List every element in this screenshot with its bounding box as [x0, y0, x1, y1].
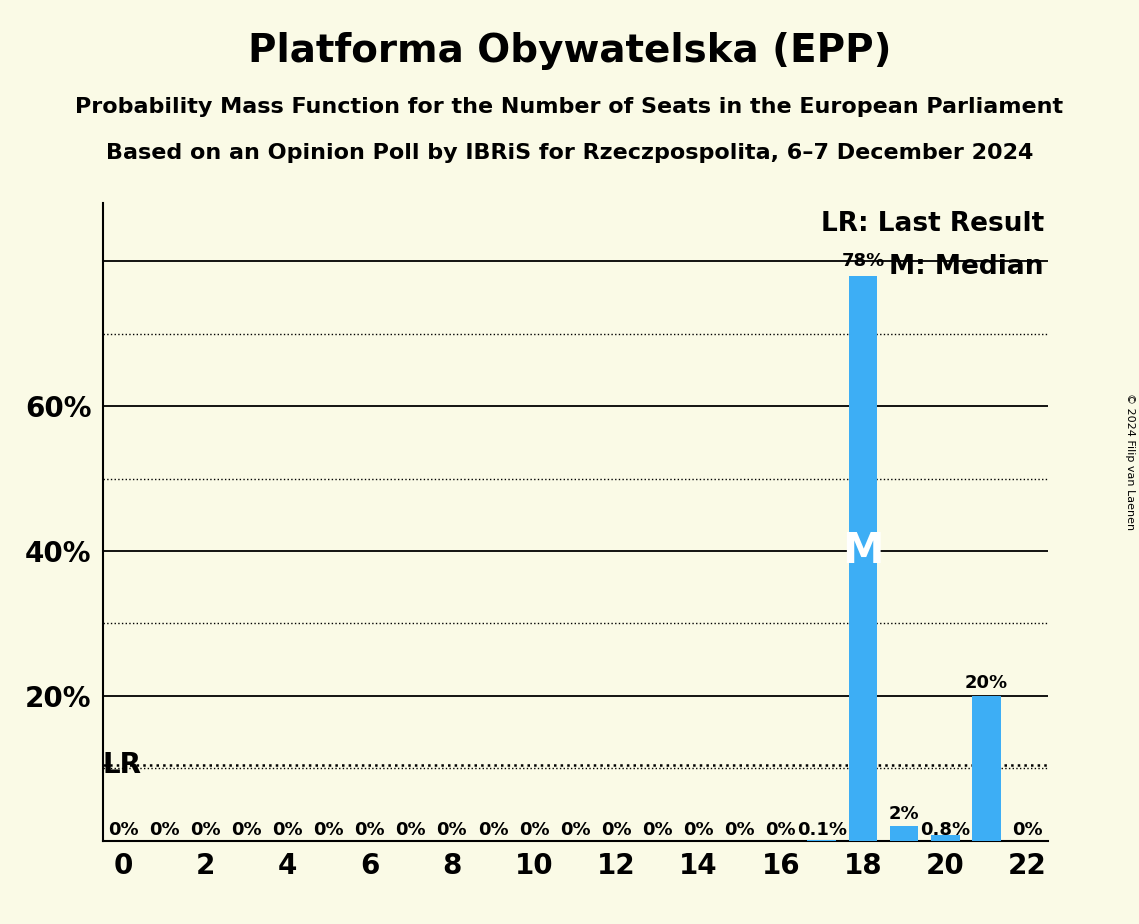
Text: 0%: 0%	[477, 821, 508, 839]
Text: 0%: 0%	[313, 821, 344, 839]
Text: 78%: 78%	[842, 252, 885, 270]
Text: Probability Mass Function for the Number of Seats in the European Parliament: Probability Mass Function for the Number…	[75, 97, 1064, 117]
Text: M: Median: M: Median	[890, 254, 1043, 280]
Text: 0%: 0%	[601, 821, 632, 839]
Text: Platforma Obywatelska (EPP): Platforma Obywatelska (EPP)	[248, 32, 891, 70]
Text: 0%: 0%	[724, 821, 755, 839]
Text: Based on an Opinion Poll by IBRiS for Rzeczpospolita, 6–7 December 2024: Based on an Opinion Poll by IBRiS for Rz…	[106, 143, 1033, 164]
Text: 0%: 0%	[642, 821, 673, 839]
Text: 2%: 2%	[888, 805, 919, 822]
Bar	[972, 696, 1000, 841]
Text: LR: LR	[103, 751, 141, 779]
Bar	[890, 826, 918, 841]
Text: 0%: 0%	[1013, 821, 1042, 839]
Text: 0%: 0%	[108, 821, 138, 839]
Text: 0%: 0%	[149, 821, 180, 839]
Text: 0%: 0%	[190, 821, 221, 839]
Text: 0%: 0%	[272, 821, 303, 839]
Text: 0%: 0%	[683, 821, 714, 839]
Text: 0.8%: 0.8%	[920, 821, 970, 839]
Text: 0.1%: 0.1%	[797, 821, 846, 839]
Text: LR: Last Result: LR: Last Result	[820, 211, 1043, 237]
Text: 0%: 0%	[560, 821, 590, 839]
Text: 0%: 0%	[518, 821, 549, 839]
Bar	[849, 275, 877, 841]
Text: 0%: 0%	[765, 821, 796, 839]
Text: 20%: 20%	[965, 675, 1008, 692]
Text: 0%: 0%	[436, 821, 467, 839]
Text: 0%: 0%	[395, 821, 426, 839]
Text: © 2024 Filip van Laenen: © 2024 Filip van Laenen	[1125, 394, 1134, 530]
Bar	[931, 835, 959, 841]
Text: M: M	[842, 530, 884, 572]
Text: 0%: 0%	[231, 821, 262, 839]
Text: 0%: 0%	[354, 821, 385, 839]
